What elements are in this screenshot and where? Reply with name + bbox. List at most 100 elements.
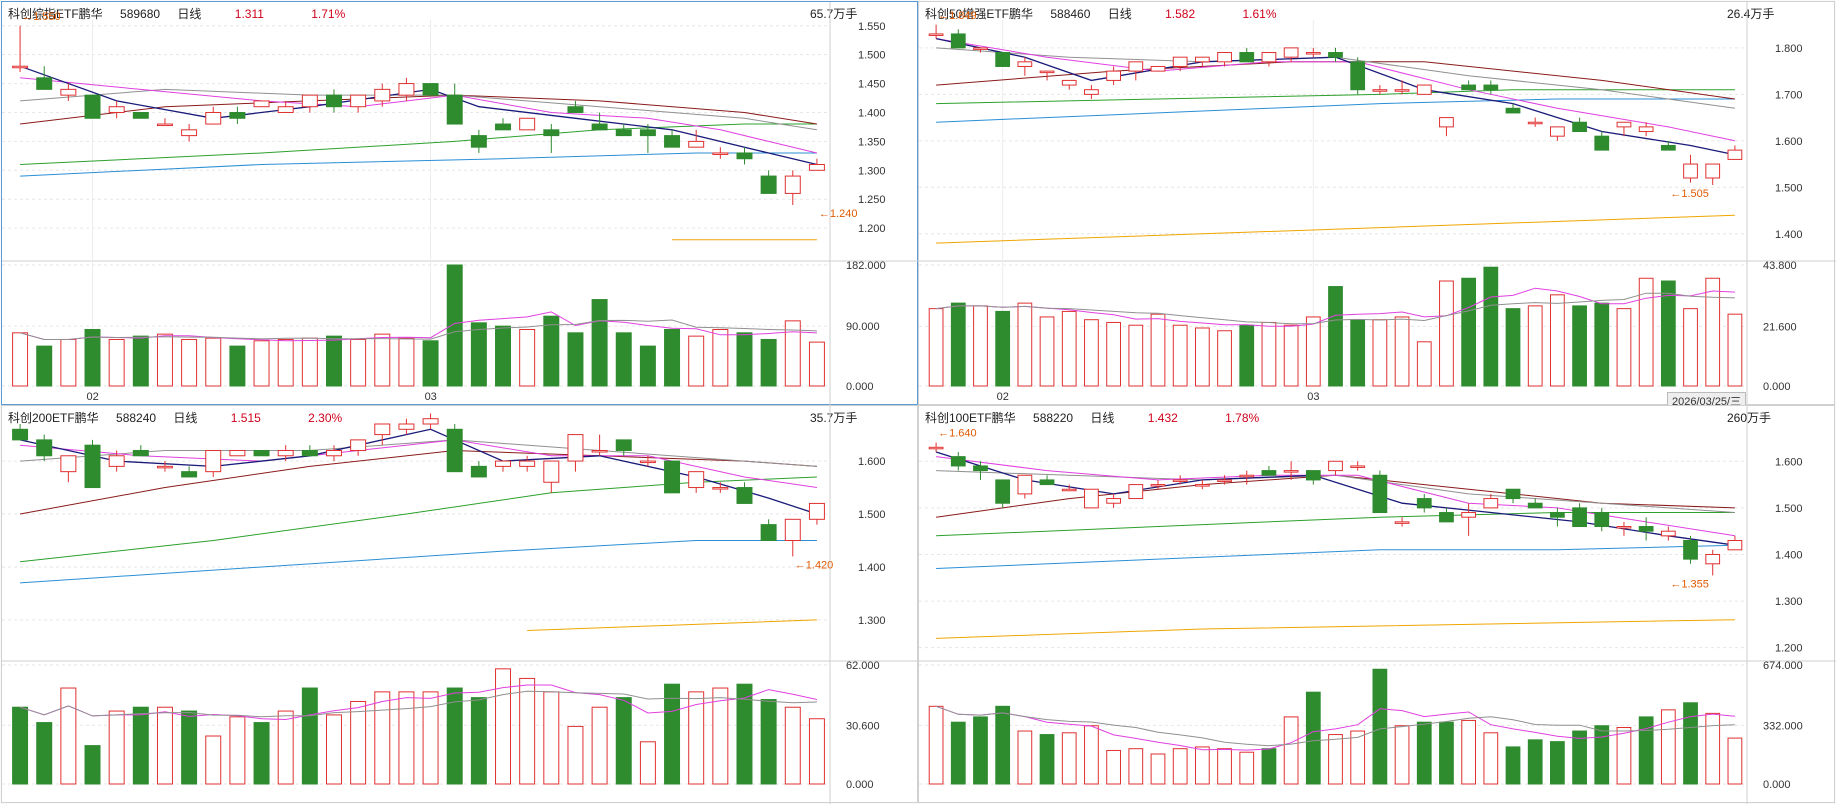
panel-588240[interactable]: 科创200ETF鹏华 588240 日线 1.515 2.30% 35.7万手 … xyxy=(1,405,919,804)
volume-bar xyxy=(132,335,149,387)
candle xyxy=(1084,488,1099,509)
volume-bar xyxy=(398,337,415,387)
candle xyxy=(1261,52,1277,63)
volume-bar xyxy=(688,691,705,785)
period-label: 日线 xyxy=(1090,411,1115,425)
volume-bar xyxy=(1328,734,1343,785)
volume-bar xyxy=(1439,721,1454,785)
candle xyxy=(1017,474,1033,495)
volume-bar xyxy=(1461,719,1477,785)
period-label: 日线 xyxy=(177,7,202,21)
ma10-line xyxy=(20,77,818,154)
volume-bar xyxy=(1061,732,1077,785)
volume-bar xyxy=(712,687,729,785)
candle xyxy=(1039,70,1055,74)
candle xyxy=(519,117,536,131)
y-tick-label: 1.600 xyxy=(1775,136,1803,148)
candlestick-chart[interactable]: 1.600 1.500 1.400 1.300 62.000 30.600 0.000 ←1.… xyxy=(2,406,919,804)
y-tick-label: 1.300 xyxy=(858,165,886,177)
candle xyxy=(973,465,988,472)
volume-tick-label: 30.600 xyxy=(846,720,880,732)
candle xyxy=(664,135,681,148)
candle xyxy=(639,460,656,464)
volume-bar xyxy=(1616,727,1632,785)
volume-bar xyxy=(446,264,463,387)
candlestick-chart[interactable]: 1.800 1.700 1.600 1.500 1.400 43.800 21.600 0.0… xyxy=(919,2,1836,406)
candle xyxy=(1594,135,1610,151)
candle xyxy=(1461,512,1477,518)
candle xyxy=(1217,479,1232,482)
volume-bar xyxy=(1638,277,1654,387)
volume-bar xyxy=(543,691,560,785)
volume-tick-label: 0.000 xyxy=(1763,779,1791,791)
volume-bar xyxy=(156,706,173,785)
candle xyxy=(736,152,753,160)
volume-bar xyxy=(1372,319,1388,387)
candle xyxy=(374,423,391,436)
volume-bar xyxy=(808,341,825,387)
candle xyxy=(1550,512,1565,518)
ma60-line xyxy=(936,512,1735,537)
candle xyxy=(1660,144,1676,151)
panel-588220[interactable]: 科创100ETF鹏华 588220 日线 1.432 1.78% 260万手 1… xyxy=(918,405,1836,804)
y-tick-label: 1.500 xyxy=(1775,503,1803,515)
y-tick-label: 1.400 xyxy=(1775,229,1803,241)
candle xyxy=(1061,488,1077,492)
volume-bar xyxy=(1483,266,1499,387)
candlestick-chart[interactable]: 1.550 1.500 1.450 1.400 1.350 1.300 1.250 1.200… xyxy=(2,2,919,406)
volume-bar xyxy=(1416,341,1432,387)
candle xyxy=(1106,70,1121,81)
volume-bar xyxy=(1150,753,1166,785)
volume-bar xyxy=(1394,725,1410,785)
volume-bar xyxy=(350,338,367,387)
volume-bar xyxy=(1328,286,1343,387)
volume-tick-label: 90.000 xyxy=(846,321,880,333)
candle xyxy=(1305,470,1321,481)
x-tick-label: 02 xyxy=(997,391,1009,403)
candle xyxy=(301,449,318,457)
candle xyxy=(1572,507,1587,528)
volume-bar xyxy=(1084,319,1099,387)
change-percent: 1.78% xyxy=(1225,411,1260,425)
candle xyxy=(1638,526,1654,532)
volume-bar xyxy=(1283,716,1299,785)
candle xyxy=(1150,484,1166,487)
volume-bar xyxy=(1128,748,1144,785)
ma120-line xyxy=(20,152,817,177)
candle xyxy=(205,449,222,473)
panel-588460[interactable]: 科创50增强ETF鹏华 588460 日线 1.582 1.61% 26.4万手… xyxy=(918,1,1836,410)
candle xyxy=(1283,47,1299,58)
candle xyxy=(132,449,149,457)
candle xyxy=(591,449,608,453)
candlestick-chart[interactable]: 1.600 1.500 1.400 1.300 1.200 674.000 332.000 0… xyxy=(919,406,1836,804)
volume-bar xyxy=(1727,313,1743,387)
candle xyxy=(1261,470,1277,476)
volume-bar xyxy=(374,333,391,387)
chart-header: 科创综指ETF鹏华 589680 日线 1.311 1.71% xyxy=(8,5,359,22)
chart-header: 科创50增强ETF鹏华 588460 日线 1.582 1.61% xyxy=(925,5,1291,22)
ma10-line xyxy=(936,456,1735,537)
panel-589680[interactable]: 科创综指ETF鹏华 589680 日线 1.311 1.71% 65.7万手 1… xyxy=(1,1,919,406)
volume-bar xyxy=(928,308,944,387)
volume-bar xyxy=(1705,712,1721,785)
volume-bar xyxy=(1239,324,1255,387)
fund-name: 科创综指ETF鹏华 xyxy=(8,7,103,21)
candle xyxy=(374,88,391,102)
volume-bar xyxy=(1128,324,1144,387)
candle xyxy=(1461,84,1477,91)
volume-bar xyxy=(1638,716,1654,785)
candle xyxy=(84,94,101,119)
volume-bar xyxy=(60,687,77,785)
candle xyxy=(1527,502,1543,509)
volume-bar xyxy=(1106,749,1121,785)
candle xyxy=(470,135,487,148)
candle xyxy=(181,471,198,478)
ma5-line xyxy=(935,37,1736,156)
change-percent: 2.30% xyxy=(308,411,343,425)
volume-bar xyxy=(519,328,536,387)
last-price: 1.311 xyxy=(234,7,264,21)
volume-tick-label: 0.000 xyxy=(1763,381,1791,393)
fund-code: 588220 xyxy=(1033,411,1074,425)
volume-bar xyxy=(495,668,512,785)
candle xyxy=(1328,460,1343,472)
